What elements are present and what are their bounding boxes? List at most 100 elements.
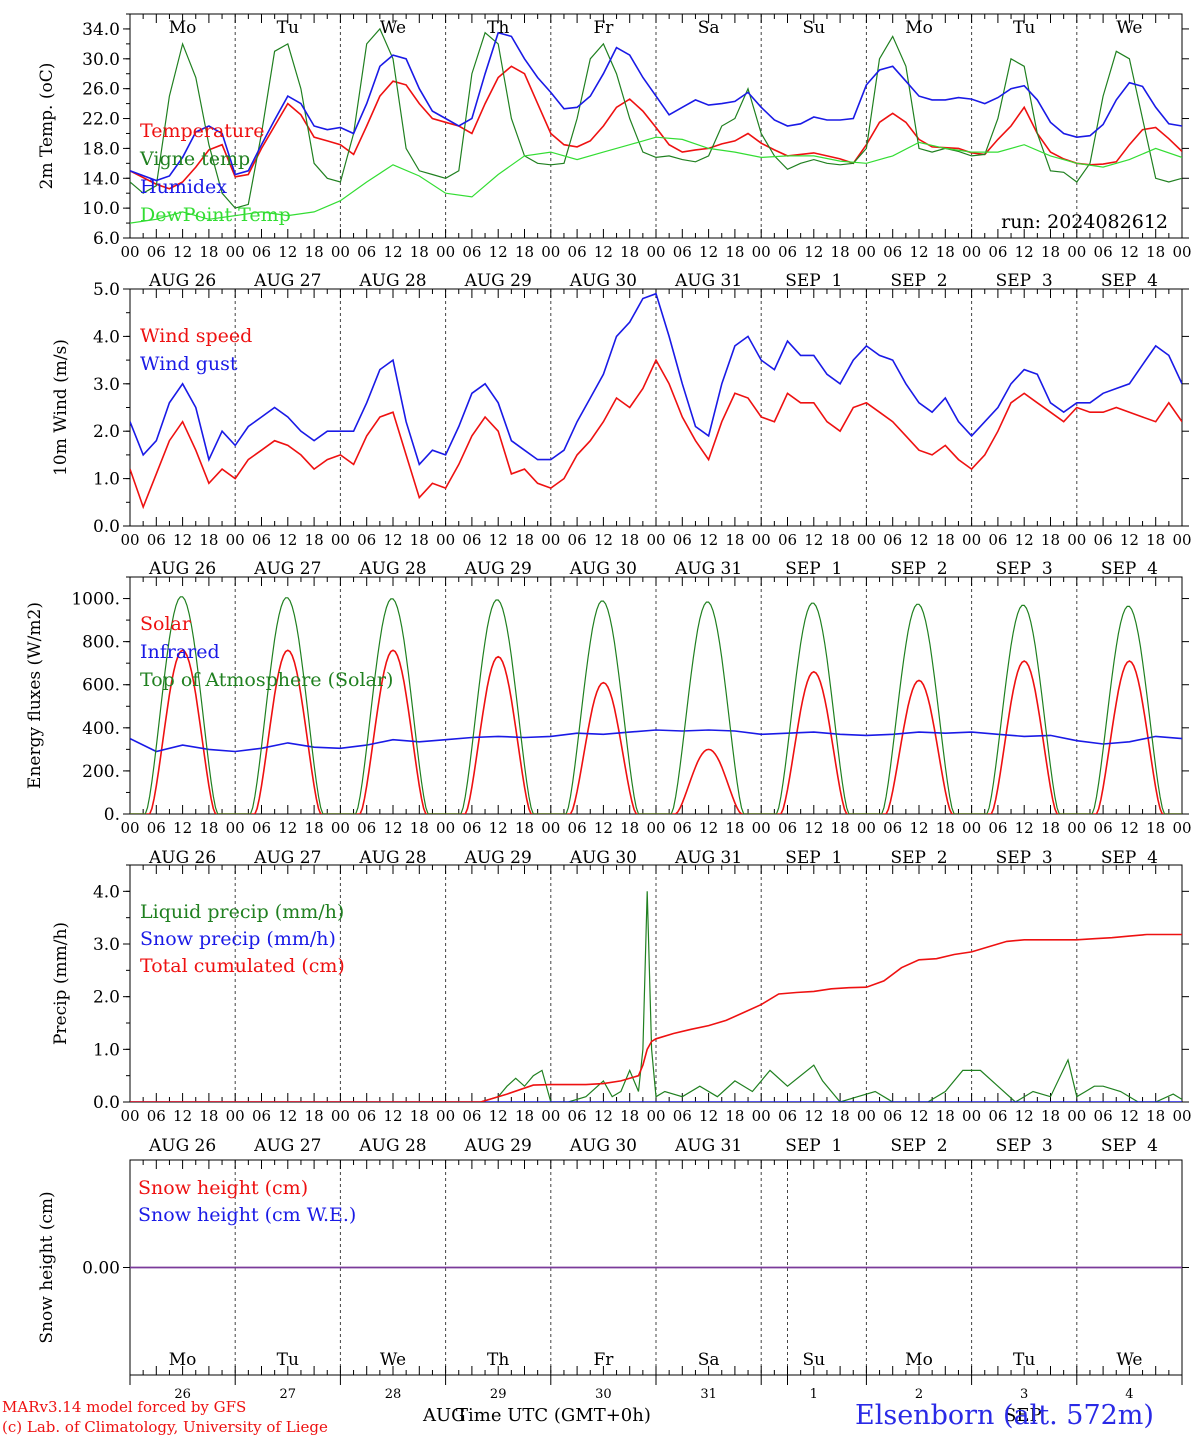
- hour-tick-label: 06: [778, 243, 797, 261]
- hour-tick-label: 18: [199, 531, 218, 549]
- hour-tick-label: 18: [620, 1107, 639, 1125]
- date-label: SEP 4: [1101, 559, 1158, 579]
- date-label: AUG 27: [253, 559, 321, 579]
- day-number-label: 26: [174, 1387, 191, 1402]
- y-tick-label: 4.0: [93, 327, 120, 347]
- series-top-of-atmosphere-solar-: [130, 596, 1182, 814]
- x-axis-title: Time UTC (GMT+0h): [456, 1405, 651, 1426]
- date-label: AUG 30: [569, 848, 637, 868]
- hour-tick-label: 12: [594, 819, 613, 837]
- legend-infrared: Infrared: [140, 641, 220, 663]
- hour-tick-label: 12: [1120, 819, 1139, 837]
- legend-total-cumulated-cm-: Total cumulated (cm): [140, 955, 345, 977]
- date-label: SEP 3: [996, 1136, 1053, 1156]
- panel-5: 0.00 Snow height (cm) Snow height (cm) Snow…: [37, 1159, 1189, 1402]
- y-tick-label: 22.0: [82, 110, 120, 130]
- hour-tick-label: 00: [541, 1107, 560, 1125]
- date-label: AUG 29: [464, 271, 532, 291]
- weekday-label: Sa: [698, 18, 720, 38]
- day-number-label: 27: [280, 1387, 297, 1402]
- hour-tick-label: 12: [278, 243, 297, 261]
- hour-tick-label: 12: [594, 531, 613, 549]
- hour-tick-label: 12: [1120, 531, 1139, 549]
- y-tick-label: 600.: [82, 676, 120, 696]
- y-axis-label: Precip (mm/h): [51, 922, 71, 1045]
- date-label: AUG 29: [464, 848, 532, 868]
- hour-tick-label: 06: [883, 819, 902, 837]
- hour-tick-label: 12: [594, 243, 613, 261]
- hour-tick-label: 18: [1146, 819, 1165, 837]
- day-number-label: 31: [700, 1387, 717, 1402]
- hour-tick-label: 06: [988, 531, 1007, 549]
- hour-tick-label: 12: [1015, 1107, 1034, 1125]
- hour-tick-label: 00: [962, 243, 981, 261]
- hour-tick-label: 12: [1015, 531, 1034, 549]
- hour-tick-label: 12: [489, 819, 508, 837]
- hour-tick-label: 12: [489, 531, 508, 549]
- date-label: AUG 31: [674, 1136, 742, 1156]
- hour-tick-label: 00: [752, 819, 771, 837]
- series-dewpoint-temp: [130, 136, 1182, 224]
- hour-tick-label: 00: [436, 819, 455, 837]
- hour-tick-label: 12: [173, 819, 192, 837]
- hour-tick-label: 12: [699, 1107, 718, 1125]
- hour-tick-label: 12: [489, 243, 508, 261]
- hour-tick-label: 00: [541, 531, 560, 549]
- plot-area: [130, 596, 1182, 814]
- hour-tick-label: 18: [725, 1107, 744, 1125]
- weekday-label: Tu: [1013, 1350, 1035, 1370]
- hour-tick-label: 06: [357, 531, 376, 549]
- hour-tick-label: 12: [1015, 243, 1034, 261]
- weekday-label: Th: [487, 18, 509, 38]
- hour-tick-label: 00: [226, 243, 245, 261]
- hour-tick-label: 18: [1146, 1107, 1165, 1125]
- y-tick-label: 14.0: [82, 169, 120, 189]
- hour-tick-label: 00: [646, 243, 665, 261]
- hour-tick-label: 18: [1041, 243, 1060, 261]
- hour-tick-label: 12: [594, 1107, 613, 1125]
- hour-tick-label: 00: [541, 243, 560, 261]
- hour-tick-label: 18: [305, 531, 324, 549]
- date-label: AUG 27: [253, 1136, 321, 1156]
- hour-tick-label: 18: [936, 1107, 955, 1125]
- legend-temperature: Temperature: [140, 120, 264, 142]
- hour-tick-label: 18: [1146, 531, 1165, 549]
- date-label: SEP 1: [785, 271, 842, 291]
- y-tick-label: 2.0: [93, 988, 120, 1008]
- weekday-label: We: [1116, 18, 1142, 38]
- day-number-label: 29: [490, 1387, 507, 1402]
- hour-tick-label: 12: [489, 1107, 508, 1125]
- hour-tick-label: 18: [725, 243, 744, 261]
- hour-tick-label: 18: [199, 1107, 218, 1125]
- y-tick-label: 30.0: [82, 50, 120, 70]
- y-tick-label: 0.0: [93, 517, 120, 537]
- credit-line-2: (c) Lab. of Climatology, University of L…: [2, 1418, 328, 1436]
- y-tick-label: 800.: [82, 633, 120, 653]
- weekday-label: Tu: [1013, 18, 1035, 38]
- legend-wind-gust: Wind gust: [140, 353, 238, 375]
- hour-tick-label: 06: [462, 1107, 481, 1125]
- y-tick-label: 4.0: [93, 882, 120, 902]
- date-label: SEP 3: [996, 271, 1053, 291]
- hour-tick-label: 00: [1067, 819, 1086, 837]
- hour-tick-label: 12: [804, 243, 823, 261]
- hour-tick-label: 00: [226, 819, 245, 837]
- legend-snow-height-cm-w-e-: Snow height (cm W.E.): [138, 1204, 356, 1226]
- month-left-label: AUG: [423, 1405, 466, 1426]
- date-label: AUG 28: [358, 271, 426, 291]
- hour-tick-label: 00: [541, 819, 560, 837]
- hour-tick-label: 00: [752, 1107, 771, 1125]
- hour-tick-label: 00: [331, 819, 350, 837]
- hour-tick-label: 06: [673, 819, 692, 837]
- hour-tick-label: 00: [120, 819, 139, 837]
- hour-tick-label: 00: [752, 531, 771, 549]
- hour-tick-label: 12: [278, 819, 297, 837]
- hour-tick-label: 00: [226, 1107, 245, 1125]
- date-label: AUG 30: [569, 271, 637, 291]
- date-label: AUG 31: [674, 271, 742, 291]
- y-tick-label: 1.0: [93, 470, 120, 490]
- hour-tick-label: 06: [1094, 243, 1113, 261]
- plot-frame: [129, 288, 1183, 527]
- hour-tick-label: 00: [331, 1107, 350, 1125]
